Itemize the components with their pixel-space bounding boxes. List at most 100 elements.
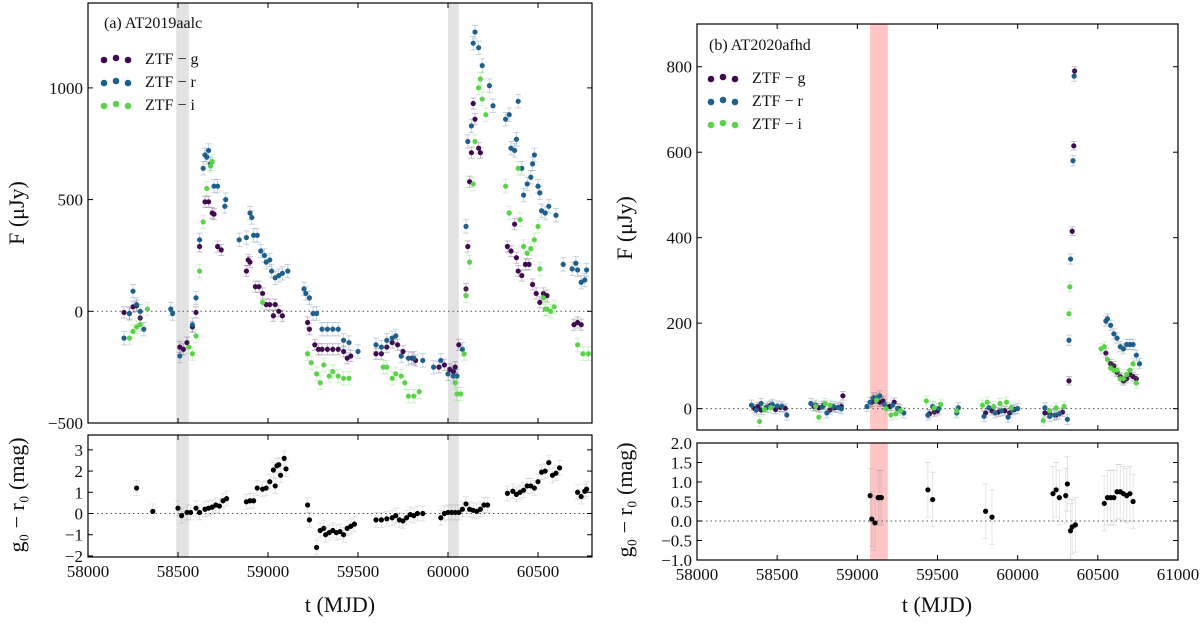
data-point — [223, 196, 229, 203]
data-point — [1101, 344, 1107, 350]
data-point — [197, 243, 203, 250]
data-point — [308, 360, 314, 366]
legend-marker — [112, 77, 120, 85]
data-point — [1056, 411, 1062, 417]
x-tick-label: 59000 — [247, 562, 290, 581]
panel-title: (a) AT2019aalc — [104, 15, 202, 32]
data-point — [378, 517, 384, 523]
data-point — [524, 250, 530, 256]
x-tick-label: 60500 — [517, 562, 560, 581]
data-point — [449, 509, 455, 516]
series-ztf-r — [748, 70, 1143, 425]
data-point — [999, 408, 1005, 414]
data-point — [211, 211, 217, 217]
data-point — [503, 183, 509, 189]
y-tick-label: 0 — [75, 505, 84, 524]
data-point — [986, 405, 992, 411]
legend-marker — [100, 102, 108, 110]
data-point — [1053, 405, 1059, 411]
data-point — [330, 369, 336, 375]
data-point — [337, 528, 343, 535]
data-point — [1071, 143, 1077, 149]
data-point — [761, 406, 767, 413]
data-point — [206, 147, 212, 154]
data-point — [983, 508, 989, 514]
data-point — [260, 299, 266, 305]
data-point — [324, 326, 330, 332]
data-point — [186, 344, 192, 350]
data-point — [479, 62, 485, 69]
y-tick-label: 600 — [667, 143, 693, 162]
series-ztf-g — [751, 66, 1140, 420]
data-point — [888, 412, 894, 418]
data-point — [314, 310, 320, 317]
data-point — [472, 29, 478, 35]
data-point — [130, 288, 136, 294]
data-point — [580, 351, 586, 357]
data-point — [877, 393, 883, 399]
data-point — [204, 185, 210, 192]
x-tick-label: 58500 — [756, 565, 799, 584]
legend-marker — [719, 119, 727, 127]
data-point — [321, 362, 327, 368]
data-point — [373, 351, 379, 357]
data-point — [827, 402, 833, 408]
data-point — [452, 509, 458, 516]
data-point — [180, 346, 186, 352]
data-point — [279, 313, 285, 319]
data-point — [193, 309, 199, 316]
data-point — [436, 364, 442, 370]
data-point — [251, 498, 257, 504]
data-point — [931, 405, 937, 411]
data-point — [869, 516, 875, 522]
data-point — [236, 237, 242, 243]
data-point — [384, 364, 390, 370]
data-point — [575, 489, 581, 495]
data-point — [537, 266, 543, 272]
data-point — [548, 308, 554, 314]
data-point — [521, 192, 527, 198]
data-point — [247, 498, 253, 504]
data-point — [506, 210, 512, 216]
data-point — [326, 373, 332, 379]
data-point — [991, 403, 997, 410]
data-point — [254, 485, 260, 491]
data-point — [260, 290, 266, 297]
x-tick-label: 58500 — [157, 562, 200, 581]
data-point — [121, 309, 127, 316]
data-point — [400, 348, 406, 355]
data-point — [305, 351, 311, 357]
data-point — [521, 487, 527, 493]
legend-marker — [731, 75, 739, 83]
y-tick-label: 500 — [58, 191, 84, 210]
data-point — [1066, 311, 1072, 317]
legend-marker — [100, 56, 108, 64]
x-tick-label: 60500 — [1077, 565, 1120, 584]
data-point — [890, 402, 896, 408]
data-point — [341, 348, 347, 355]
data-point — [1133, 376, 1139, 382]
data-point — [272, 483, 278, 489]
data-point — [184, 339, 190, 346]
y-tick-label: −2 — [65, 547, 83, 566]
legend-marker — [707, 75, 715, 83]
data-point — [420, 357, 426, 364]
data-point — [528, 174, 534, 180]
data-point — [380, 364, 386, 370]
legend: ZTF − g ZTF − r ZTF − i — [145, 51, 198, 114]
data-point — [303, 290, 309, 297]
data-point — [243, 268, 249, 274]
data-point — [784, 412, 790, 418]
data-point — [251, 232, 257, 238]
data-point — [483, 112, 489, 118]
data-point — [405, 355, 411, 361]
data-point — [553, 470, 559, 476]
data-point — [126, 310, 132, 317]
data-point — [822, 400, 828, 407]
data-point — [511, 147, 518, 154]
data-point — [575, 267, 581, 273]
data-point — [465, 138, 471, 145]
data-point — [1069, 228, 1075, 234]
data-point — [414, 510, 420, 517]
data-point — [445, 509, 451, 516]
